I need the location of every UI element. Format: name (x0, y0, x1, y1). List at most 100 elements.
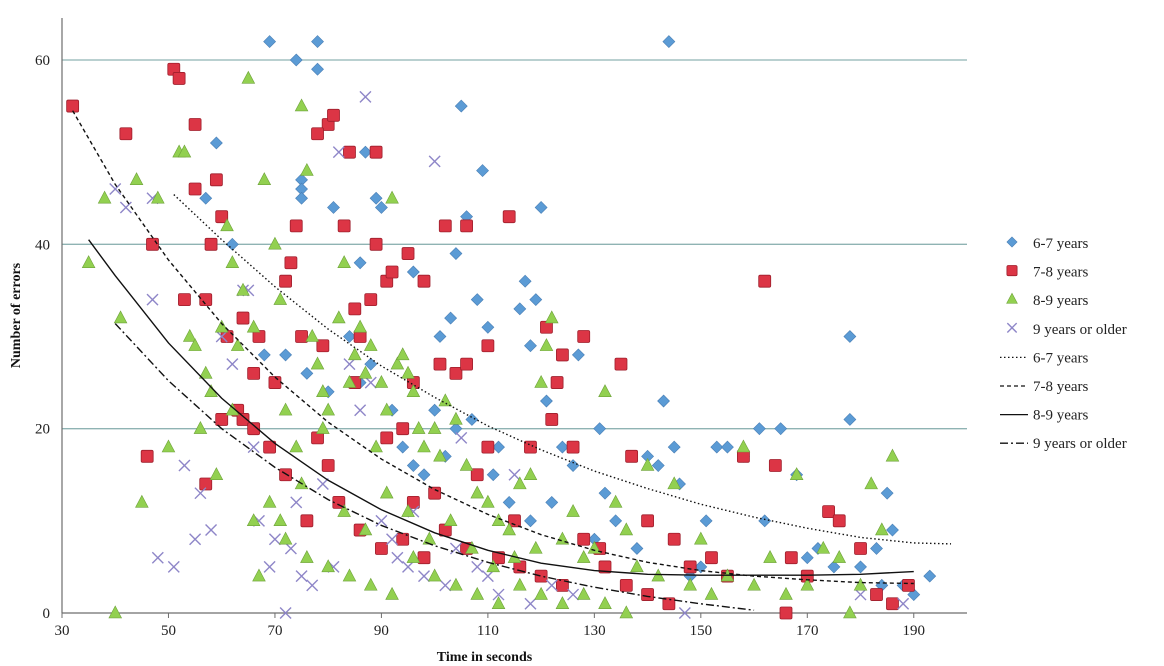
data-point-3-16 (236, 282, 250, 296)
data-point-3-7 (177, 144, 192, 158)
data-point-1-59 (880, 486, 894, 500)
data-point-2-10 (215, 210, 229, 224)
series-2 (66, 62, 915, 620)
data-point-3-34 (353, 319, 367, 333)
data-point-3-121 (401, 503, 415, 517)
data-point-1-36 (651, 459, 665, 472)
data-point-3-104 (427, 568, 442, 582)
x-tick-label-110: 110 (477, 623, 499, 639)
data-point-3-119 (358, 522, 373, 536)
data-point-3-112 (598, 596, 612, 609)
data-point-1-54 (843, 330, 857, 343)
data-point-1-51 (800, 551, 814, 565)
data-point-3-35 (358, 365, 373, 379)
data-point-2-35 (369, 145, 383, 159)
data-point-2-47 (470, 468, 484, 482)
data-point-4-2 (119, 201, 132, 214)
data-point-1-55 (843, 413, 857, 426)
data-point-1-31 (555, 440, 569, 454)
data-point-3-91 (161, 439, 176, 453)
data-point-2-101 (779, 606, 793, 620)
data-point-3-101 (363, 577, 378, 591)
data-point-1-71 (343, 330, 356, 343)
trendlines (72, 110, 952, 611)
data-point-3-36 (363, 338, 378, 351)
trendline-1 (173, 194, 952, 545)
data-point-3-10 (198, 365, 213, 379)
data-point-2-49 (481, 440, 495, 454)
data-point-1-82 (545, 495, 559, 509)
trendline-2 (72, 110, 914, 585)
data-point-4-8 (189, 533, 202, 546)
x-tick-label-90: 90 (374, 623, 389, 639)
data-point-1-85 (609, 514, 623, 528)
legend-trendline-label-4: 9 years or older (1033, 436, 1127, 452)
data-point-4-10 (205, 524, 218, 537)
data-point-2-17 (247, 366, 261, 380)
y-tick-label-20: 20 (35, 422, 50, 438)
data-point-3-87 (875, 522, 889, 536)
data-point-1-37 (657, 394, 670, 408)
data-point-2-9 (199, 293, 213, 307)
data-point-2-64 (683, 560, 697, 574)
data-point-4-41 (678, 607, 691, 619)
data-point-1-1 (263, 35, 277, 48)
data-point-2-21 (289, 219, 303, 233)
data-point-3-28 (316, 384, 330, 398)
data-point-4-35 (471, 560, 484, 573)
data-point-3-79 (779, 586, 793, 600)
data-point-3-100 (342, 568, 357, 582)
data-point-2-30 (348, 302, 362, 316)
data-point-2-100 (662, 597, 676, 611)
data-point-4-7 (178, 459, 191, 472)
data-point-3-25 (300, 162, 314, 176)
data-point-2-46 (460, 357, 473, 371)
data-point-1-28 (534, 201, 548, 214)
data-point-2-99 (641, 588, 654, 601)
data-point-3-98 (300, 550, 314, 563)
data-point-3-64 (587, 540, 602, 554)
data-point-3-82 (816, 540, 831, 554)
data-point-3-69 (640, 457, 655, 471)
data-point-2-42 (433, 357, 447, 371)
data-point-1-22 (470, 293, 484, 307)
data-point-3-71 (667, 476, 682, 490)
data-point-2-98 (619, 578, 633, 592)
data-point-2-69 (768, 459, 782, 472)
x-tick-labels: 30 50 70 90 110 130 150 170 190 (55, 613, 925, 639)
y-tick-label-40: 40 (35, 237, 50, 253)
data-point-3-17 (241, 70, 256, 84)
x-tick-label-70: 70 (267, 623, 282, 639)
data-point-2-80 (215, 413, 229, 426)
data-point-1-43 (699, 514, 713, 528)
data-point-1-18 (444, 311, 458, 325)
data-point-1-17 (433, 330, 447, 343)
data-point-3-124 (465, 540, 479, 554)
data-point-1-32 (571, 348, 585, 362)
data-point-1-49 (774, 422, 788, 436)
data-point-1-57 (870, 542, 883, 555)
data-point-4-4 (146, 293, 159, 306)
data-point-3-30 (332, 310, 346, 324)
data-point-1-24 (476, 164, 489, 178)
data-point-3-4 (129, 172, 144, 186)
data-point-4-11 (215, 330, 228, 343)
data-point-3-80 (789, 467, 804, 480)
data-point-3-22 (278, 402, 293, 416)
data-point-1-65 (225, 237, 239, 251)
data-point-3-45 (411, 421, 426, 434)
data-point-3-115 (273, 513, 288, 527)
data-point-1-87 (492, 440, 505, 454)
data-point-3-24 (294, 98, 309, 112)
data-point-3-49 (438, 393, 453, 407)
data-point-3-86 (864, 476, 878, 490)
data-point-4-26 (359, 90, 372, 103)
data-point-2-104 (406, 495, 420, 509)
data-point-2-77 (902, 578, 915, 592)
data-point-2-103 (428, 486, 442, 500)
data-point-4-20 (295, 570, 308, 583)
data-point-2-84 (300, 514, 314, 528)
data-point-4-42 (854, 588, 867, 601)
data-point-3-106 (470, 586, 485, 600)
data-point-3-48 (433, 448, 447, 462)
